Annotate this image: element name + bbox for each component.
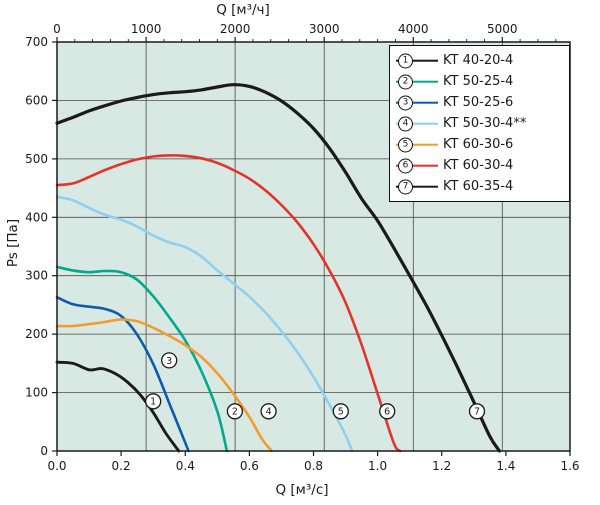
legend-color-line (396, 164, 438, 167)
legend-line-sample: 1 (396, 53, 438, 68)
curve-KT-60-30-6 (55, 318, 274, 453)
legend-line-sample: 3 (396, 95, 438, 110)
svg-text:2000: 2000 (220, 22, 251, 36)
legend-label: KT 40-20-4 (443, 53, 514, 68)
curve-KT-50-25-6 (55, 296, 190, 453)
axis-tick-labels: 0.0 0.2 0.4 0.6 0.8 1.0 1.2 1.4 1.60 1000 2000 3000… (25, 22, 579, 473)
legend-item-KT-60-30-6: 5 KT 60-30-6 (396, 134, 563, 155)
svg-text:1: 1 (150, 397, 156, 408)
legend-line-sample: 7 (396, 179, 438, 194)
svg-text:0.0: 0.0 (47, 459, 66, 473)
legend-item-KT-60-35-4: 7 KT 60-35-4 (396, 176, 563, 197)
svg-text:0: 0 (40, 444, 48, 458)
legend-color-line (396, 185, 438, 188)
svg-text:1.6: 1.6 (560, 459, 579, 473)
top-axis-title: Q [м³/ч] (216, 2, 270, 18)
svg-text:4: 4 (266, 407, 272, 418)
legend-number-badge: 3 (398, 95, 413, 110)
svg-text:1.4: 1.4 (496, 459, 515, 473)
svg-text:1000: 1000 (131, 22, 162, 36)
svg-text:0.8: 0.8 (304, 459, 323, 473)
legend-item-KT-50-25-6: 3 KT 50-25-6 (396, 92, 563, 113)
curve-KT-60-35-4 (55, 83, 502, 453)
svg-text:0.4: 0.4 (176, 459, 195, 473)
legend-line-sample: 2 (396, 74, 438, 89)
legend-color-line (396, 143, 438, 146)
legend-label: KT 60-30-4 (443, 158, 514, 173)
svg-text:0.2: 0.2 (112, 459, 131, 473)
axis-ticks (52, 37, 571, 456)
legend-number-badge: 4 (398, 116, 413, 131)
svg-text:200: 200 (25, 327, 48, 341)
legend-number-badge: 6 (398, 158, 413, 173)
legend-label: KT 50-25-4 (443, 74, 514, 89)
legend-item-KT-40-20-4: 1 KT 40-20-4 (396, 50, 563, 71)
svg-text:0.6: 0.6 (240, 459, 259, 473)
legend-item-KT-50-30-4-: 4 KT 50-30-4** (396, 113, 563, 134)
legend: 1 KT 40-20-4 2 KT 50-25-4 3 KT 50-25-6 4 KT 50-… (389, 45, 570, 202)
svg-text:6: 6 (384, 407, 390, 418)
svg-text:7: 7 (474, 407, 480, 418)
svg-text:4000: 4000 (398, 22, 429, 36)
legend-line-sample: 6 (396, 158, 438, 173)
legend-label: KT 50-25-6 (443, 95, 514, 110)
legend-color-line (396, 101, 438, 104)
curve-KT-50-30-4- (55, 195, 354, 453)
legend-number-badge: 5 (398, 137, 413, 152)
svg-text:3000: 3000 (309, 22, 340, 36)
svg-text:0: 0 (53, 22, 61, 36)
legend-label: KT 60-35-4 (443, 179, 514, 194)
svg-text:500: 500 (25, 152, 48, 166)
legend-number-badge: 7 (398, 179, 413, 194)
svg-text:400: 400 (25, 210, 48, 224)
legend-line-sample: 4 (396, 116, 438, 131)
legend-color-line (396, 122, 438, 125)
svg-text:700: 700 (25, 35, 48, 49)
svg-text:1.0: 1.0 (368, 459, 387, 473)
legend-item-KT-50-25-4: 2 KT 50-25-4 (396, 71, 563, 92)
svg-text:1.2: 1.2 (432, 459, 451, 473)
legend-item-KT-60-30-4: 6 KT 60-30-4 (396, 155, 563, 176)
curve-KT-40-20-4 (55, 360, 181, 453)
svg-text:2: 2 (232, 407, 238, 418)
svg-text:100: 100 (25, 386, 48, 400)
bottom-axis-title: Q [м³/с] (275, 482, 329, 498)
svg-text:5000: 5000 (487, 22, 518, 36)
svg-text:600: 600 (25, 93, 48, 107)
legend-color-line (396, 80, 438, 83)
legend-number-badge: 2 (398, 74, 413, 89)
legend-number-badge: 1 (398, 53, 413, 68)
legend-label: KT 50-30-4** (443, 116, 527, 131)
legend-label: KT 60-30-6 (443, 137, 514, 152)
curve-number-markers: 1 3 2 4 5 6 7 (145, 352, 486, 420)
svg-text:5: 5 (338, 407, 344, 418)
curve-KT-60-30-4 (55, 154, 402, 453)
legend-color-line (396, 59, 438, 62)
left-axis-title: Ps [Па] (5, 218, 21, 268)
legend-line-sample: 5 (396, 137, 438, 152)
svg-text:300: 300 (25, 269, 48, 283)
svg-text:3: 3 (166, 356, 172, 367)
curve-KT-50-25-4 (55, 265, 229, 453)
